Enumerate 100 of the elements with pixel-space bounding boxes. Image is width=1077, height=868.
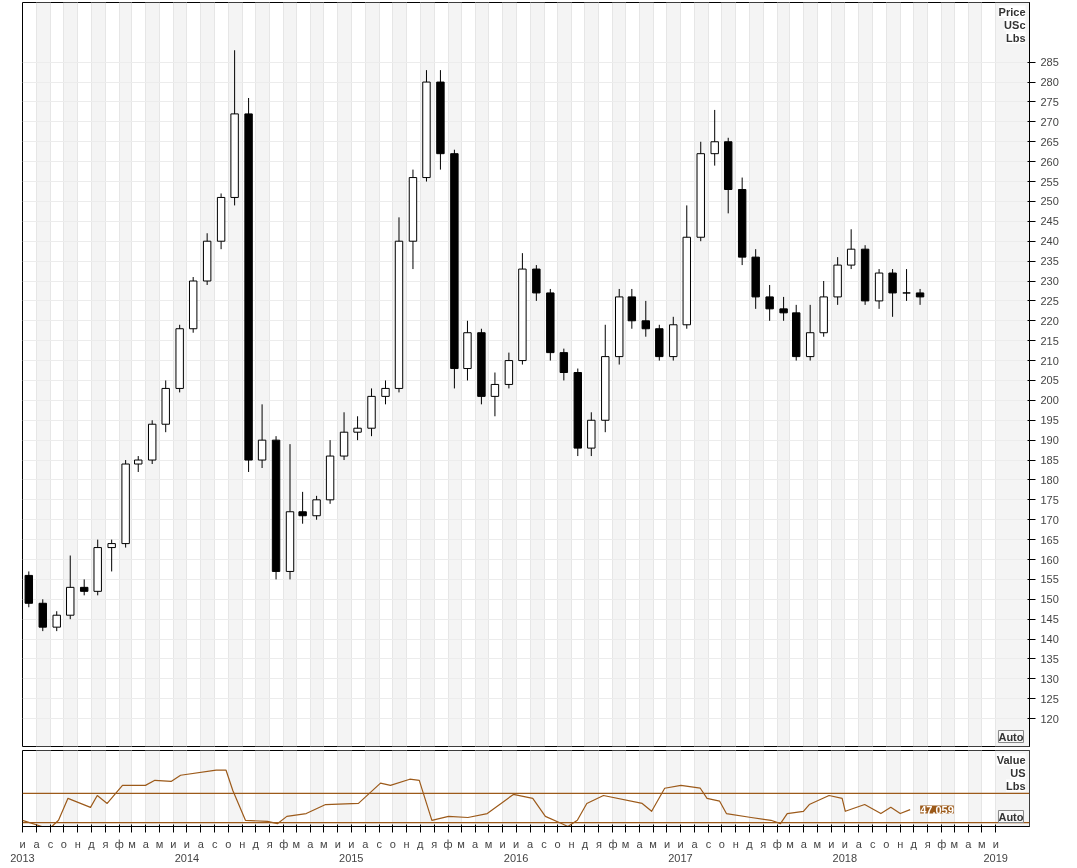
x-tick-label: м <box>155 837 164 850</box>
candlestick <box>490 372 500 417</box>
candlestick <box>710 109 719 167</box>
y-tick-label: 140 <box>1040 633 1059 646</box>
candlestick <box>52 610 61 632</box>
candlestick <box>353 415 362 441</box>
y-tick-label: 185 <box>1040 454 1059 467</box>
x-tick-label: а <box>636 837 644 850</box>
x-tick-label: о <box>554 837 561 850</box>
x-tick-label: с <box>705 837 712 850</box>
x-tick-label: н <box>239 837 246 850</box>
x-tick-label: а <box>855 837 863 850</box>
y-axis-title: Value US Lbs <box>996 753 1026 792</box>
candlestick <box>902 268 911 302</box>
y-tick-label: 200 <box>1040 394 1059 407</box>
candlestick <box>779 296 788 322</box>
y-tick-label: 275 <box>1040 95 1059 108</box>
candlestick <box>627 288 637 330</box>
y-tick-label: 270 <box>1040 115 1059 128</box>
y-tick-label: 280 <box>1040 76 1059 89</box>
x-tick-label: ф <box>772 837 782 850</box>
x-tick-label: и <box>663 837 671 850</box>
x-tick-label: а <box>197 837 205 850</box>
y-axis-title: Price USc Lbs <box>998 5 1026 44</box>
x-tick-label: я <box>431 837 438 850</box>
candlestick <box>38 598 47 632</box>
y-tick-label: 135 <box>1040 652 1059 665</box>
x-tick-label: о <box>60 837 67 850</box>
x-tick-label: ф <box>608 837 618 850</box>
x-tick-label: ф <box>114 837 124 850</box>
x-tick-label: м <box>786 837 794 850</box>
x-tick-label: н <box>732 837 739 850</box>
x-tick-label: и 2015 <box>339 837 364 864</box>
y-tick-label: 265 <box>1040 135 1059 148</box>
candlestick <box>888 268 897 318</box>
y-tick-label: 205 <box>1040 374 1059 387</box>
x-tick-label: и 2013 <box>10 837 35 864</box>
y-tick-label: 145 <box>1040 613 1059 626</box>
x-tick-label: м <box>128 837 136 850</box>
x-tick-label: м <box>950 837 959 850</box>
y-tick-label: 125 <box>1040 692 1059 705</box>
y-tick-label: 175 <box>1040 493 1059 506</box>
x-tick-label: я <box>102 837 109 850</box>
x-tick-label: м <box>457 837 465 850</box>
y-tick-label: 250 <box>1040 195 1059 208</box>
x-tick-label: а <box>307 837 315 850</box>
x-tick-label: н <box>897 837 904 850</box>
x-tick-label: м <box>292 837 301 850</box>
y-tick-label: 150 <box>1040 593 1059 606</box>
y-tick-label: 235 <box>1040 255 1059 268</box>
y-tick-label: 180 <box>1040 473 1059 486</box>
x-tick-label: и <box>499 837 506 850</box>
candlestick <box>915 288 925 306</box>
x-tick-label: д <box>746 837 754 850</box>
y-tick-label: 130 <box>1040 672 1059 685</box>
x-tick-label: м <box>649 837 657 850</box>
x-tick-label: д <box>252 837 260 850</box>
x-tick-label: о <box>225 837 232 850</box>
x-tick-label: с <box>212 837 219 850</box>
x-tick-label: с <box>47 837 54 850</box>
x-tick-label: о <box>718 837 725 850</box>
x-tick-label: м <box>484 837 493 850</box>
candlestick <box>107 539 116 572</box>
y-tick-label: 195 <box>1040 414 1059 427</box>
y-tick-label: 260 <box>1040 155 1059 168</box>
x-tick-label: о <box>389 837 396 850</box>
y-tick-label: 245 <box>1040 215 1059 228</box>
y-tick-label: 255 <box>1040 175 1059 188</box>
x-tick-label: о <box>883 837 890 850</box>
candlestick <box>559 348 569 381</box>
x-tick-label: а <box>526 837 534 850</box>
x-tick-label: и <box>170 837 177 850</box>
x-tick-label: я <box>924 837 931 850</box>
y-tick-label: 220 <box>1040 314 1059 327</box>
x-tick-label: с <box>376 837 383 850</box>
x-tick-label: я <box>266 837 273 850</box>
y-tick-label: 160 <box>1040 553 1059 566</box>
x-tick-label: а <box>362 837 370 850</box>
candlestick <box>641 300 651 338</box>
x-tick-label: д <box>416 837 424 850</box>
y-tick-label: 215 <box>1040 334 1059 347</box>
y-tick-label: 155 <box>1040 573 1059 586</box>
candlestick <box>846 228 856 270</box>
y-tick-label: 230 <box>1040 275 1059 287</box>
y-tick-label: 190 <box>1040 434 1059 447</box>
annotation: Auto <box>998 810 1024 823</box>
annotation: Auto <box>998 730 1024 743</box>
candlestick <box>532 264 541 302</box>
x-tick-label: я <box>760 837 767 850</box>
x-tick-label: а <box>800 837 808 850</box>
x-tick-label: а <box>691 837 699 850</box>
x-tick-label: а <box>965 837 973 850</box>
x-tick-label: я <box>595 837 602 850</box>
y-tick-label: 285 <box>1040 56 1059 69</box>
x-tick-label: ф <box>937 837 947 850</box>
x-tick-label: н <box>74 837 81 850</box>
x-tick-label: м <box>977 837 986 850</box>
x-tick-label: м <box>320 837 328 850</box>
x-tick-label: м <box>621 837 630 850</box>
x-tick-label: ф <box>279 837 289 850</box>
